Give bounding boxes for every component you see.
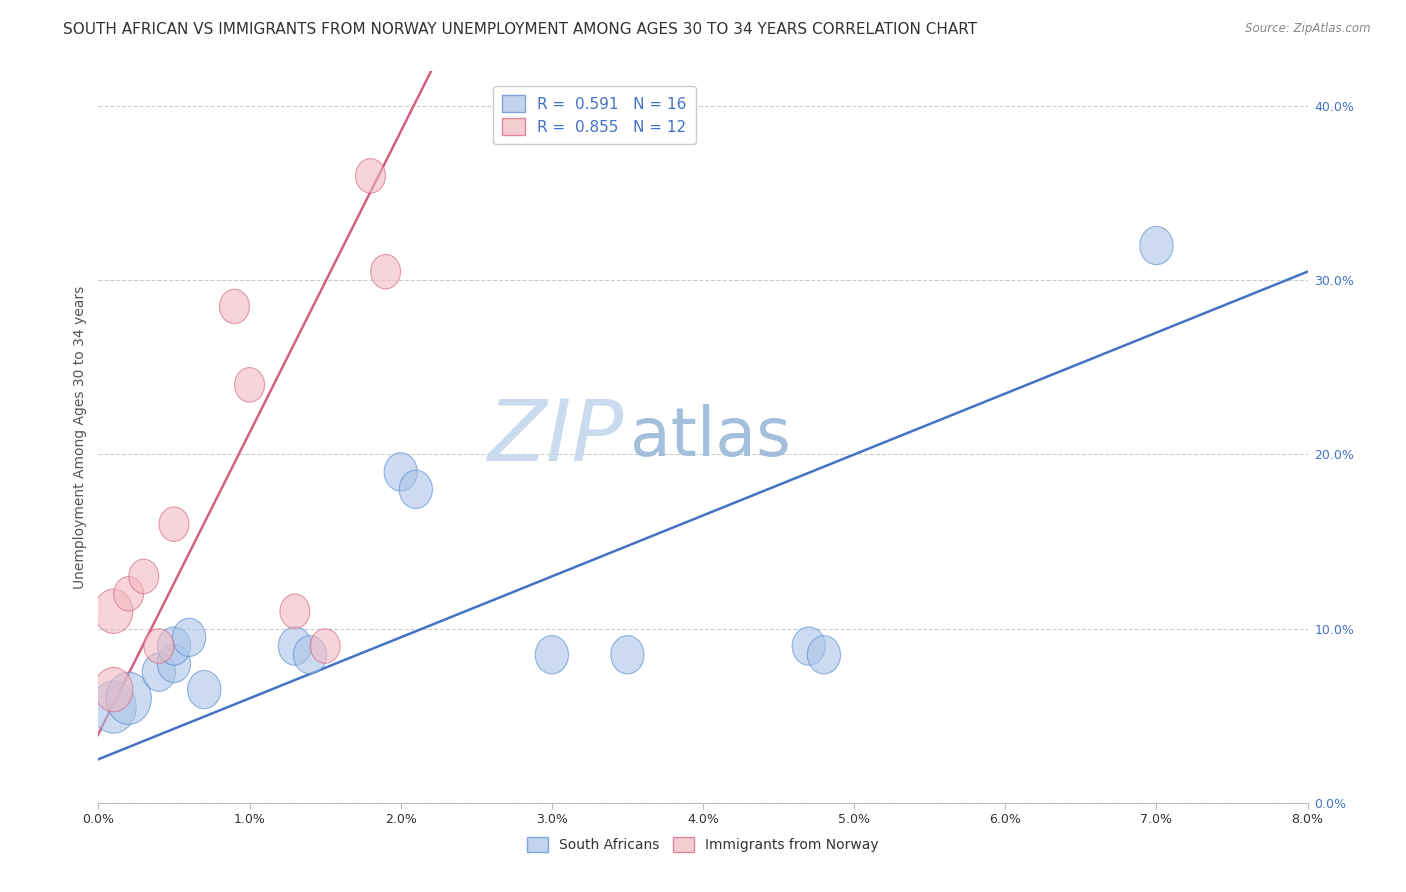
Ellipse shape [792, 627, 825, 665]
Ellipse shape [157, 644, 191, 682]
Text: atlas: atlas [630, 404, 792, 470]
Ellipse shape [235, 368, 264, 402]
Ellipse shape [294, 636, 326, 674]
Ellipse shape [157, 627, 191, 665]
Ellipse shape [94, 667, 132, 712]
Ellipse shape [105, 673, 152, 724]
Ellipse shape [278, 627, 312, 665]
Ellipse shape [91, 681, 136, 733]
Ellipse shape [371, 254, 401, 289]
Ellipse shape [384, 453, 418, 491]
Ellipse shape [143, 629, 174, 664]
Ellipse shape [311, 629, 340, 664]
Ellipse shape [280, 594, 309, 629]
Text: Source: ZipAtlas.com: Source: ZipAtlas.com [1246, 22, 1371, 36]
Text: ZIP: ZIP [488, 395, 624, 479]
Ellipse shape [94, 589, 132, 633]
Ellipse shape [219, 289, 249, 324]
Ellipse shape [159, 507, 188, 541]
Legend: South Africans, Immigrants from Norway: South Africans, Immigrants from Norway [522, 831, 884, 858]
Ellipse shape [356, 159, 385, 193]
Ellipse shape [610, 636, 644, 674]
Ellipse shape [173, 618, 205, 657]
Ellipse shape [114, 576, 143, 611]
Ellipse shape [807, 636, 841, 674]
Text: SOUTH AFRICAN VS IMMIGRANTS FROM NORWAY UNEMPLOYMENT AMONG AGES 30 TO 34 YEARS C: SOUTH AFRICAN VS IMMIGRANTS FROM NORWAY … [63, 22, 977, 37]
Y-axis label: Unemployment Among Ages 30 to 34 years: Unemployment Among Ages 30 to 34 years [73, 285, 87, 589]
Ellipse shape [129, 559, 159, 594]
Ellipse shape [1140, 227, 1173, 265]
Ellipse shape [187, 671, 221, 709]
Ellipse shape [399, 470, 433, 508]
Ellipse shape [536, 636, 568, 674]
Ellipse shape [142, 653, 176, 691]
